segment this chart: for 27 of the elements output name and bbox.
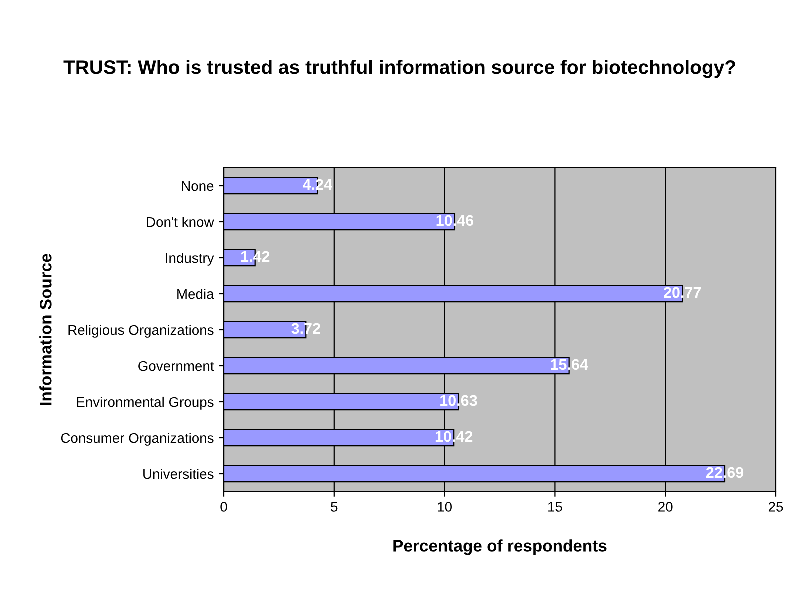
data-label: 10.42 bbox=[436, 431, 473, 442]
y-tick-label: Don't know bbox=[147, 216, 214, 228]
data-label: 3.72 bbox=[292, 323, 320, 334]
x-tick-label: 10 bbox=[438, 502, 452, 512]
x-axis-title: Percentage of respondents bbox=[394, 540, 607, 556]
y-tick-label: Government bbox=[138, 361, 214, 372]
x-tick-label: 15 bbox=[548, 502, 562, 512]
y-tick-label: Consumer Organizations bbox=[61, 432, 214, 446]
y-tick-label: Industry bbox=[166, 252, 214, 266]
data-label: 10.46 bbox=[436, 215, 474, 226]
x-tick-label: 20 bbox=[658, 502, 673, 512]
x-tick-label: 0 bbox=[220, 502, 228, 512]
data-label: 4.24 bbox=[302, 179, 332, 190]
data-label: 15.64 bbox=[551, 359, 588, 370]
data-label: 22.69 bbox=[706, 467, 744, 478]
y-tick-label: Media bbox=[178, 288, 214, 300]
y-tick-label: None bbox=[182, 181, 214, 192]
y-tick-label: Universities bbox=[144, 468, 214, 480]
data-label: 10.63 bbox=[440, 395, 478, 406]
x-tick-label: 5 bbox=[331, 502, 338, 512]
y-tick-label: Religious Organizations bbox=[68, 324, 214, 338]
data-label: 20.77 bbox=[664, 287, 702, 298]
chart-title: TRUST: Who is trusted as truthful information source for biotechnology? bbox=[64, 60, 736, 78]
x-tick-label: 25 bbox=[768, 502, 784, 512]
y-axis-title: Information Source bbox=[40, 254, 52, 406]
y-tick-label: Environmental Groups bbox=[77, 396, 214, 410]
data-label: 1.42 bbox=[241, 251, 270, 262]
